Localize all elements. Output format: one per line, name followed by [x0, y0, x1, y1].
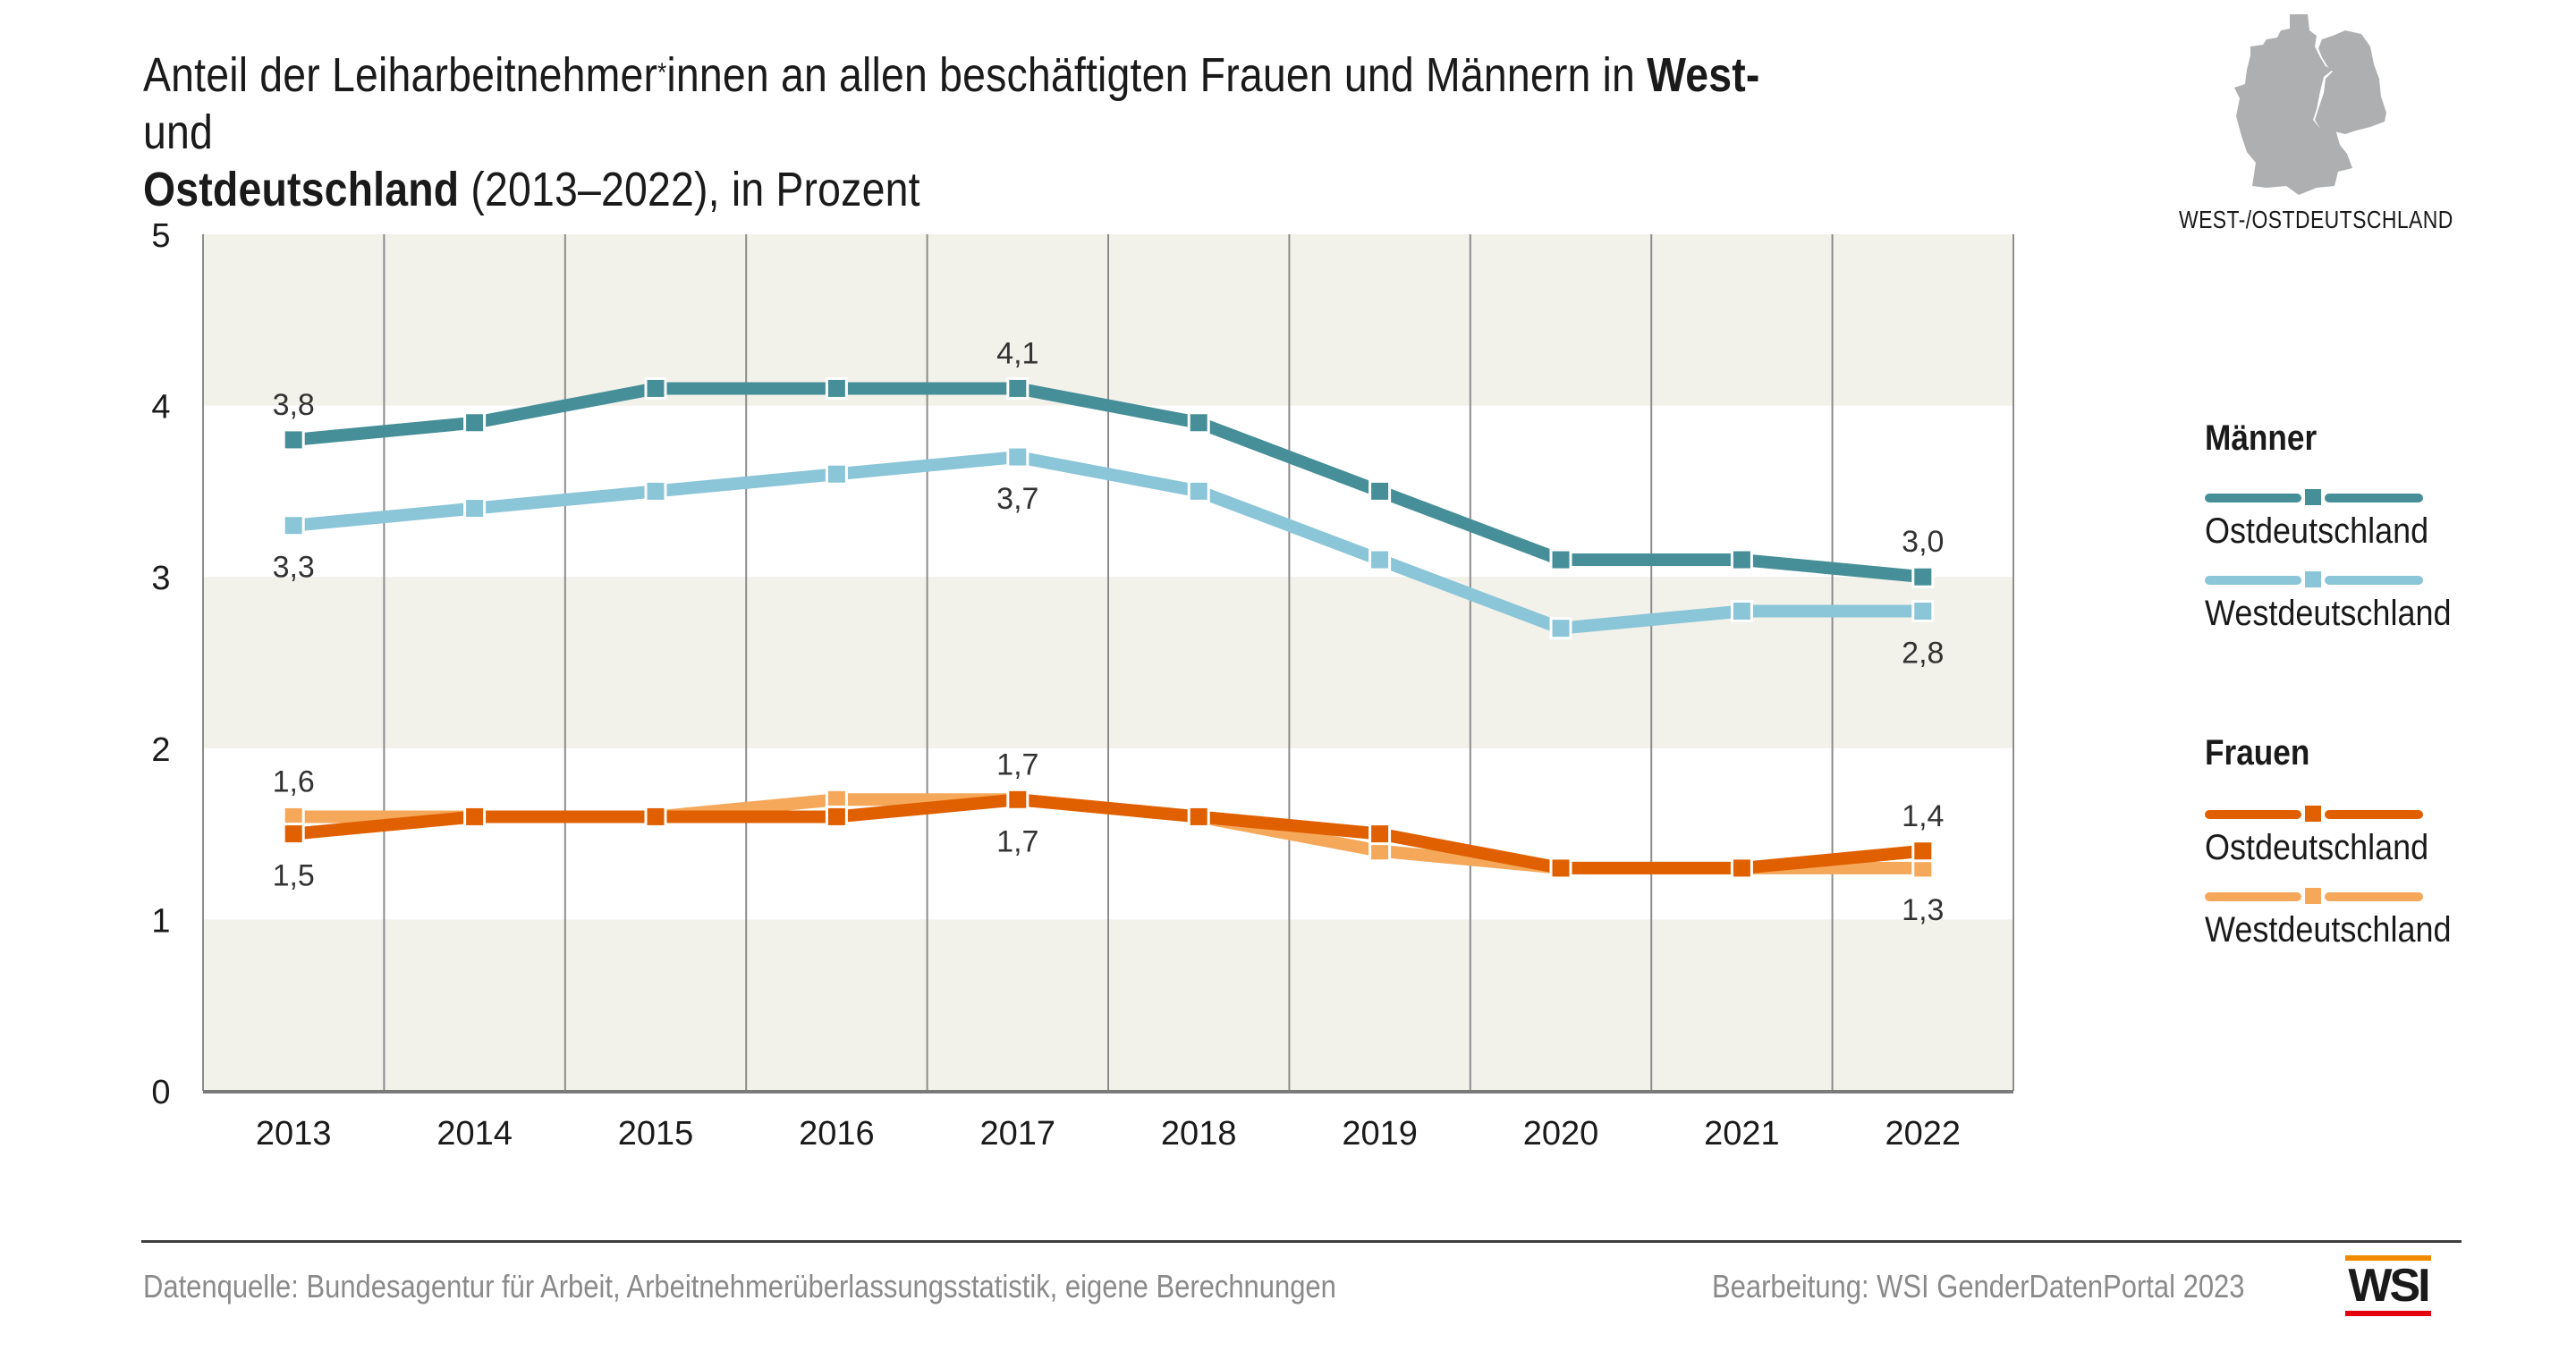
vertical-gridlines: [202, 234, 2014, 1091]
y-tick-label: 0: [151, 1074, 170, 1111]
west-germany-shape: [2234, 14, 2352, 195]
data-point-marker: [1006, 376, 1030, 400]
x-tick-label: 2019: [1342, 1115, 1418, 1153]
x-tick-label: 2014: [436, 1115, 513, 1153]
logo-top-bar: [2345, 1255, 2431, 1261]
data-point-marker: [1006, 788, 1030, 811]
x-tick-label: 2016: [799, 1115, 875, 1153]
series-männer-westdeutschland: [282, 445, 1935, 640]
data-label: 3,3: [273, 551, 315, 585]
data-label: 1,7: [996, 747, 1038, 781]
x-tick-label: 2013: [256, 1115, 332, 1153]
data-label: 1,6: [273, 764, 315, 798]
legend-swatch: [2205, 489, 2423, 505]
data-point-marker: [825, 462, 848, 486]
series-line: [292, 382, 1924, 584]
data-point-marker: [282, 428, 305, 452]
data-point-marker: [1187, 805, 1210, 828]
y-tick-labels: 0 1 2 3 4 5: [151, 217, 170, 1111]
y-tick-label: 1: [151, 902, 170, 940]
series-frauen-ostdeutschland: [282, 788, 1935, 880]
data-point-marker: [1549, 857, 1572, 880]
legend-swatch: [2205, 806, 2423, 822]
legend-heading-frauen: Frauen: [2205, 733, 2310, 773]
east-germany-shape: [2315, 30, 2386, 134]
data-point-marker: [1368, 548, 1392, 571]
data-point-marker: [1730, 600, 1753, 623]
data-label: 3,8: [273, 388, 315, 422]
data-point-marker: [282, 514, 305, 537]
data-point-marker: [644, 376, 667, 400]
data-point-marker: [1911, 840, 1935, 863]
x-tick-label: 2021: [1704, 1115, 1780, 1153]
credit-line: Bearbeitung: WSI GenderDatenPortal 2023: [1712, 1268, 2245, 1305]
map-label: WEST-/OSTDEUTSCHLAND: [2179, 206, 2453, 233]
data-point-marker: [463, 805, 487, 828]
logo-text: WSI: [2348, 1260, 2430, 1312]
data-point-marker: [1006, 445, 1030, 469]
legend-item-maenner-ost: Ostdeutschland: [2205, 489, 2563, 590]
chart-title-line-2: Ostdeutschland (2013–2022), in Prozent: [143, 163, 920, 216]
data-point-marker: [1549, 548, 1572, 571]
data-source: Datenquelle: Bundesagentur für Arbeit, A…: [143, 1268, 1336, 1305]
chart-title-line-1: Anteil der Leiharbeitnehmer*innen an all…: [143, 48, 1760, 159]
chart-title: Anteil der Leiharbeitnehmer*innen an all…: [143, 46, 1835, 218]
x-tick-label: 2022: [1885, 1115, 1962, 1153]
data-point-marker: [1911, 565, 1935, 588]
y-tick-label: 4: [151, 389, 170, 426]
x-tick-labels: 2013 2014 2015 2016 2017 2018 2019 2020 2021 2022: [256, 1115, 1961, 1153]
series-männer-ostdeutschland: [282, 376, 1935, 588]
legend-item-maenner-west: Westdeutschland: [2205, 571, 2563, 672]
series-lines: [282, 376, 1935, 880]
data-label: 1,3: [1902, 893, 1944, 927]
data-point-marker: [825, 805, 848, 828]
data-label: 3,0: [1902, 525, 1944, 559]
data-point-marker: [1187, 411, 1210, 435]
data-point-marker: [282, 823, 305, 846]
x-tick-label: 2017: [980, 1115, 1056, 1153]
wsi-logo: WSI: [2345, 1255, 2431, 1316]
data-point-marker: [463, 411, 487, 435]
germany-map-icon: [2234, 14, 2386, 195]
x-tick-label: 2020: [1523, 1115, 1599, 1153]
logo-bottom-bar: [2345, 1311, 2431, 1316]
data-label: 3,7: [996, 482, 1038, 516]
data-point-marker: [644, 805, 667, 828]
footer-divider: [141, 1240, 2462, 1243]
data-label: 4,1: [996, 336, 1038, 370]
data-label: 2,8: [1902, 637, 1944, 671]
data-point-marker: [1368, 479, 1392, 502]
data-point-marker: [1911, 600, 1935, 623]
x-tick-label: 2018: [1161, 1115, 1237, 1153]
y-tick-label: 2: [151, 731, 170, 769]
legend-item-frauen-ost: Ostdeutschland: [2205, 806, 2563, 907]
legend-swatch: [2205, 571, 2423, 587]
data-point-marker: [1549, 617, 1572, 640]
data-point-marker: [1187, 479, 1210, 502]
x-tick-label: 2015: [618, 1115, 694, 1153]
data-label: 1,5: [273, 859, 315, 893]
y-tick-label: 3: [151, 560, 170, 597]
legend-swatch: [2205, 888, 2423, 904]
data-labels: 3,8 4,1 3,0 3,3 3,7 2,8 1,6 1,7 1,3 1,5 1,7 1,4: [273, 336, 1945, 926]
data-point-marker: [1730, 857, 1753, 880]
data-point-marker: [644, 479, 667, 502]
legend-heading-maenner: Männer: [2205, 418, 2318, 458]
legend-item-frauen-west: Westdeutschland: [2205, 888, 2563, 989]
data-point-marker: [463, 497, 487, 520]
series-line: [292, 451, 1923, 635]
data-label: 1,4: [1902, 799, 1944, 833]
data-point-marker: [1368, 823, 1392, 846]
series-line: [292, 793, 1924, 874]
data-point-marker: [825, 376, 848, 400]
data-point-marker: [1730, 548, 1753, 571]
data-label: 1,7: [996, 824, 1038, 858]
y-tick-label: 5: [151, 217, 170, 255]
